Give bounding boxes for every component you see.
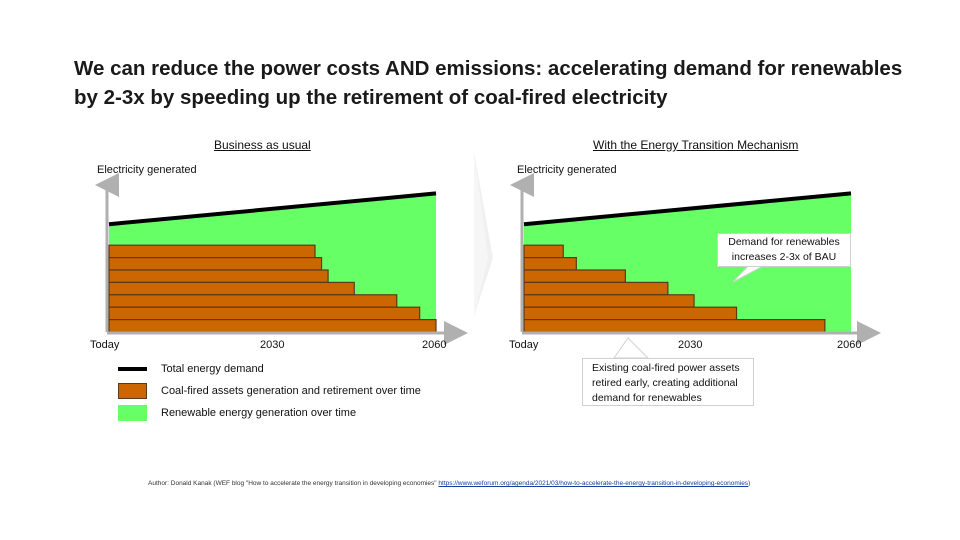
callout-pointer-bottom bbox=[613, 337, 650, 359]
etm-tick-2060: 2060 bbox=[837, 339, 862, 351]
legend-renewable-swatch bbox=[118, 405, 147, 421]
coal-bar bbox=[108, 294, 398, 308]
renewables-demand-callout: Demand for renewables increases 2-3x of … bbox=[717, 233, 851, 267]
coal-bar bbox=[108, 306, 421, 321]
bau-tick-2060: 2060 bbox=[422, 339, 447, 351]
total-demand-line bbox=[523, 191, 852, 227]
footer-close: ) bbox=[748, 480, 751, 487]
coal-bar bbox=[523, 319, 826, 333]
etm-tick-today: Today bbox=[509, 339, 539, 351]
coal-bar bbox=[108, 281, 355, 296]
etm-tick-2030: 2030 bbox=[678, 339, 703, 351]
etm-y-axis-label: Electricity generated bbox=[517, 164, 617, 176]
coal-bar bbox=[108, 269, 329, 283]
coal-bar bbox=[523, 269, 626, 283]
footer-author-text: Author: Donald Kanak (WEF blog "How to a… bbox=[148, 480, 439, 487]
legend-coal-label: Coal-fired assets generation and retirem… bbox=[161, 385, 421, 397]
bau-tick-today: Today bbox=[90, 339, 120, 351]
coal-bar bbox=[523, 281, 669, 296]
coal-bar bbox=[523, 306, 738, 321]
bau-chart bbox=[95, 173, 468, 345]
footer-citation: Author: Donald Kanak (WEF blog "How to a… bbox=[148, 480, 750, 487]
total-demand-line bbox=[108, 191, 437, 227]
legend-coal-swatch bbox=[118, 383, 147, 399]
legend-renewable-label: Renewable energy generation over time bbox=[161, 407, 357, 419]
coal-bar bbox=[523, 257, 577, 271]
coal-bar bbox=[523, 294, 695, 308]
coal-bar bbox=[108, 319, 437, 333]
coal-bar bbox=[108, 244, 316, 259]
footer-source-link[interactable]: https://www.weforum.org/agenda/2021/03/h… bbox=[438, 480, 749, 487]
early-retirement-callout: Existing coal-fired power assets retired… bbox=[582, 358, 754, 406]
legend-line-swatch bbox=[118, 367, 147, 371]
bau-tick-2030: 2030 bbox=[260, 339, 285, 351]
coal-bar bbox=[523, 244, 564, 259]
transition-chevron-highlight bbox=[474, 152, 488, 316]
etm-panel-title: With the Energy Transition Mechanism bbox=[593, 138, 799, 152]
coal-bar bbox=[108, 257, 323, 271]
bau-panel-title: Business as usual bbox=[214, 138, 311, 152]
bau-y-axis-label: Electricity generated bbox=[97, 164, 197, 176]
slide-title: We can reduce the power costs AND emissi… bbox=[74, 57, 903, 109]
etm-chart bbox=[510, 173, 881, 345]
legend-total-demand-label: Total energy demand bbox=[161, 363, 264, 375]
